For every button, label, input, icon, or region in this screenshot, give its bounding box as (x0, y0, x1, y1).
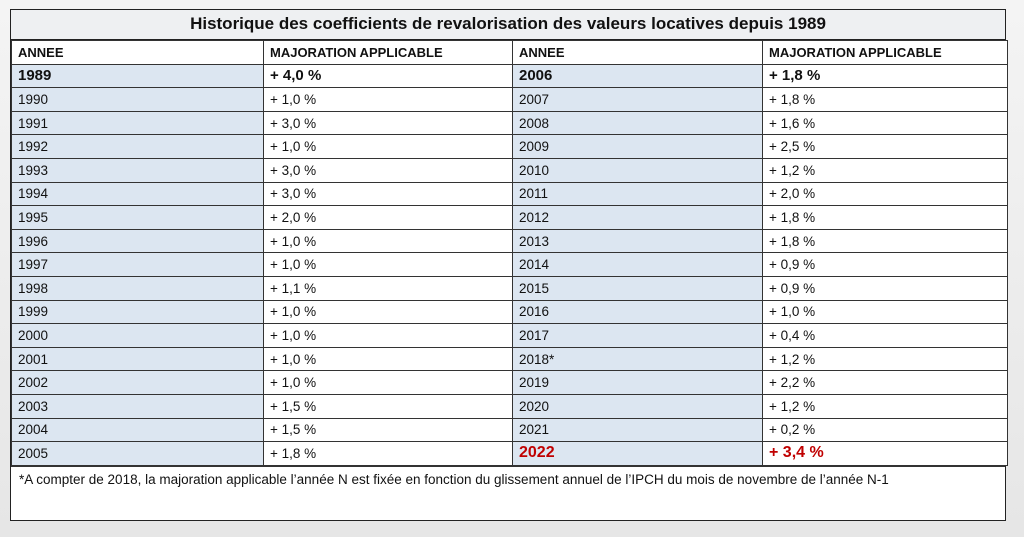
header-majoration-right: MAJORATION APPLICABLE (762, 40, 1008, 65)
rate-left-cell: + 1,0 % (263, 228, 513, 254)
rate-left-cell: + 1,0 % (263, 299, 513, 325)
year-left-cell: 1995 (11, 205, 264, 230)
rate-right-cell: + 1,8 % (762, 205, 1008, 230)
table-title: Historique des coefficients de revaloris… (11, 10, 1005, 40)
year-right-cell: 2013 (512, 228, 763, 254)
year-right-cell: 2008 (512, 110, 763, 136)
rate-right-cell: + 0,9 % (762, 252, 1008, 277)
rate-left-cell: + 1,8 % (263, 441, 513, 466)
year-right-cell: 2007 (512, 87, 763, 112)
header-row: ANNEE MAJORATION APPLICABLE ANNEE MAJORA… (11, 40, 1008, 65)
rate-left-cell: + 1,5 % (263, 393, 513, 419)
rate-left-cell: + 3,0 % (263, 110, 513, 136)
table-row: 2003 + 1,5 % 2020 + 1,2 % (11, 393, 1008, 419)
rate-right-cell: + 0,2 % (762, 417, 1008, 443)
table-body: 1989 + 4,0 % 2006 + 1,8 % 1990 + 1,0 % 2007 + 1… (11, 63, 1008, 466)
year-right-cell: 2015 (512, 275, 763, 301)
year-left-cell: 1997 (11, 252, 264, 277)
table-row: 1995 + 2,0 % 2012 + 1,8 % (11, 205, 1008, 230)
rate-left-cell: + 1,1 % (263, 275, 513, 301)
table-row: 1997 + 1,0 % 2014 + 0,9 % (11, 252, 1008, 277)
table-row: 2004 + 1,5 % 2021 + 0,2 % (11, 417, 1008, 443)
rate-left-cell: + 1,0 % (263, 252, 513, 277)
year-right-cell: 2020 (512, 393, 763, 419)
rate-left-cell: + 3,0 % (263, 181, 513, 207)
year-left-cell: 1990 (11, 87, 264, 112)
rate-left-cell: + 1,0 % (263, 134, 513, 159)
year-right-cell: 2019 (512, 370, 763, 395)
header-annee-right: ANNEE (512, 40, 763, 65)
rate-left-cell: + 4,0 % (263, 63, 513, 89)
table-row: 2000 + 1,0 % 2017 + 0,4 % (11, 323, 1008, 348)
rate-left-cell: + 1,0 % (263, 370, 513, 395)
rate-right-cell: + 3,4 % (762, 441, 1008, 466)
year-right-cell: 2016 (512, 299, 763, 325)
rate-right-cell: + 2,2 % (762, 370, 1008, 395)
rate-right-cell: + 0,9 % (762, 275, 1008, 301)
year-left-cell: 1994 (11, 181, 264, 207)
year-left-cell: 1999 (11, 299, 264, 325)
year-left-cell: 1989 (11, 63, 264, 89)
footnote: *A compter de 2018, la majoration applic… (11, 465, 1005, 493)
rate-left-cell: + 1,0 % (263, 346, 513, 372)
rate-right-cell: + 1,8 % (762, 228, 1008, 254)
rate-right-cell: + 2,5 % (762, 134, 1008, 159)
rate-right-cell: + 1,2 % (762, 393, 1008, 419)
rate-right-cell: + 1,6 % (762, 110, 1008, 136)
table-row: 1989 + 4,0 % 2006 + 1,8 % (11, 63, 1008, 89)
year-left-cell: 2005 (11, 441, 264, 466)
year-right-cell: 2012 (512, 205, 763, 230)
rate-right-cell: + 1,0 % (762, 299, 1008, 325)
table-row: 2005 + 1,8 % 2022 + 3,4 % (11, 441, 1008, 466)
year-right-cell: 2011 (512, 181, 763, 207)
year-right-cell: 2021 (512, 417, 763, 443)
header-annee-left: ANNEE (11, 40, 264, 65)
year-right-cell: 2018* (512, 346, 763, 372)
year-left-cell: 1992 (11, 134, 264, 159)
year-left-cell: 1991 (11, 110, 264, 136)
revalorisation-table: ANNEE MAJORATION APPLICABLE ANNEE MAJORA… (11, 40, 1008, 466)
year-left-cell: 1993 (11, 157, 264, 183)
year-right-cell: 2006 (512, 63, 763, 89)
year-left-cell: 1996 (11, 228, 264, 254)
table-row: 1996 + 1,0 % 2013 + 1,8 % (11, 228, 1008, 254)
year-right-cell: 2014 (512, 252, 763, 277)
year-right-cell: 2017 (512, 323, 763, 348)
rate-right-cell: + 1,8 % (762, 87, 1008, 112)
year-left-cell: 2002 (11, 370, 264, 395)
rate-left-cell: + 1,0 % (263, 87, 513, 112)
rate-right-cell: + 2,0 % (762, 181, 1008, 207)
table-row: 1999 + 1,0 % 2016 + 1,0 % (11, 299, 1008, 325)
rate-left-cell: + 1,0 % (263, 323, 513, 348)
year-right-cell: 2009 (512, 134, 763, 159)
year-right-cell: 2022 (512, 441, 763, 466)
rate-right-cell: + 1,2 % (762, 157, 1008, 183)
table-row: 1990 + 1,0 % 2007 + 1,8 % (11, 87, 1008, 112)
year-left-cell: 2001 (11, 346, 264, 372)
year-left-cell: 1998 (11, 275, 264, 301)
rate-left-cell: + 3,0 % (263, 157, 513, 183)
header-majoration-left: MAJORATION APPLICABLE (263, 40, 513, 65)
table-row: 1992 + 1,0 % 2009 + 2,5 % (11, 134, 1008, 159)
rate-left-cell: + 1,5 % (263, 417, 513, 443)
table-row: 1991 + 3,0 % 2008 + 1,6 % (11, 110, 1008, 136)
table-frame: Historique des coefficients de revaloris… (10, 9, 1008, 521)
table-row: 2002 + 1,0 % 2019 + 2,2 % (11, 370, 1008, 395)
rate-left-cell: + 2,0 % (263, 205, 513, 230)
table-row: 1993 + 3,0 % 2010 + 1,2 % (11, 157, 1008, 183)
rate-right-cell: + 1,8 % (762, 63, 1008, 89)
year-right-cell: 2010 (512, 157, 763, 183)
year-left-cell: 2003 (11, 393, 264, 419)
year-left-cell: 2004 (11, 417, 264, 443)
table-row: 1994 + 3,0 % 2011 + 2,0 % (11, 181, 1008, 207)
rate-right-cell: + 0,4 % (762, 323, 1008, 348)
table-row: 1998 + 1,1 % 2015 + 0,9 % (11, 275, 1008, 301)
table-row: 2001 + 1,0 % 2018* + 1,2 % (11, 346, 1008, 372)
year-left-cell: 2000 (11, 323, 264, 348)
rate-right-cell: + 1,2 % (762, 346, 1008, 372)
